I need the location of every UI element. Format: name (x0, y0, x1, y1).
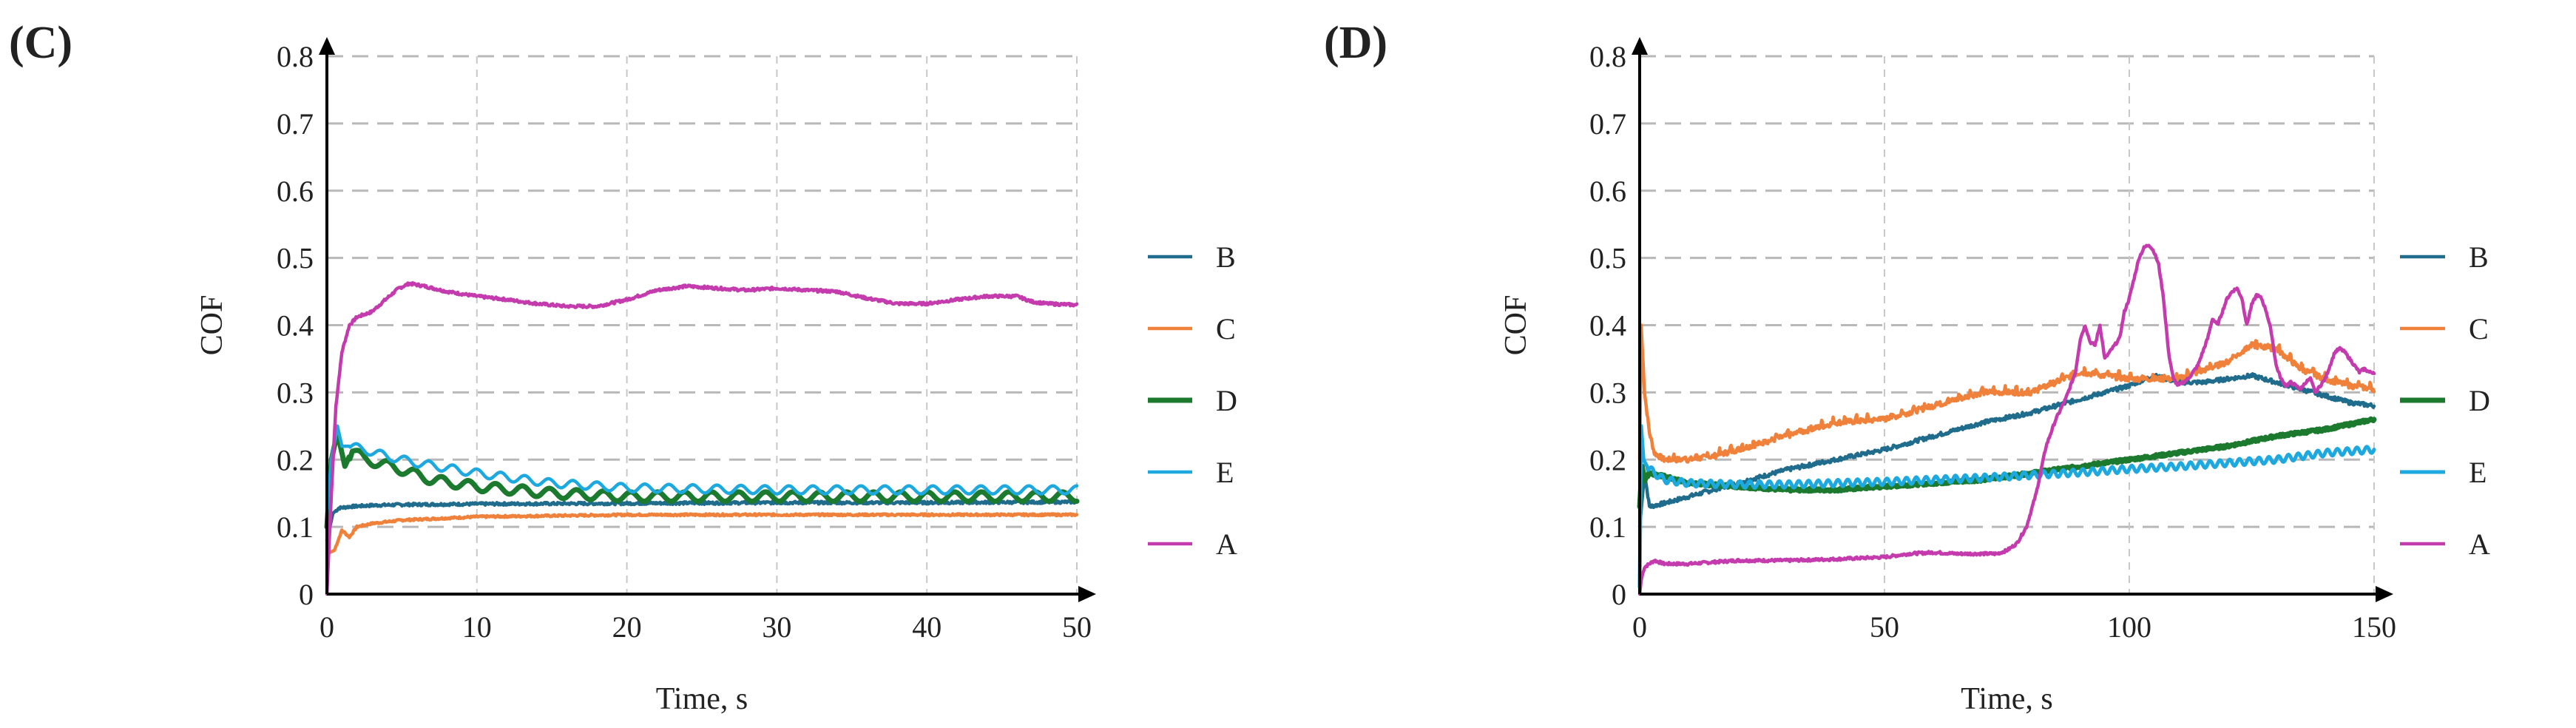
x-tick-label: 50 (1870, 610, 1899, 644)
legend-label-c: C (1216, 312, 1236, 346)
legend-label-c: C (2469, 312, 2489, 346)
x-axis-arrow-icon (2376, 586, 2393, 602)
y-axis-arrow-icon (1632, 37, 1648, 55)
series-line-b (325, 499, 1079, 542)
y-tick-label: 0.6 (277, 175, 314, 208)
legend-label-b: B (2469, 240, 2489, 274)
series-line-b (1637, 372, 2376, 529)
y-axis-arrow-icon (319, 37, 335, 55)
x-tick-label: 40 (912, 610, 942, 644)
legend: B C D E A (2400, 240, 2490, 561)
x-axis-title: Time, s (1961, 682, 2053, 716)
y-tick-label: 0.1 (277, 510, 314, 544)
legend-label-d: D (2469, 384, 2490, 417)
chart-panel-c: (C) 0 0.1 0.2 0.3 0.4 0.5 0.6 0.7 0.8 0 10 20 30 40 50 T… (9, 18, 1237, 716)
series-line-c (1637, 323, 2376, 464)
x-axis-arrow-icon (1078, 586, 1096, 602)
y-tick-label: 0.4 (1589, 309, 1626, 343)
series-line-c (325, 512, 1079, 556)
y-tick-label: 0.2 (1589, 443, 1626, 476)
y-tick-label: 0.6 (1589, 175, 1626, 208)
legend-label-d: D (1216, 384, 1237, 417)
series-line-e (1637, 424, 2376, 590)
y-tick-label: 0.7 (1589, 107, 1626, 141)
x-axis-title: Time, s (656, 682, 748, 716)
x-tick-label: 50 (1062, 610, 1092, 644)
y-tick-label: 0.7 (277, 107, 314, 141)
y-tick-label: 0.3 (1589, 376, 1626, 409)
y-tick-label: 0.3 (277, 376, 314, 409)
x-tick-label: 0 (320, 610, 334, 644)
y-tick-label: 0.2 (277, 443, 314, 476)
y-tick-label: 0.5 (1589, 242, 1626, 275)
y-axis-title: COF (1499, 295, 1533, 356)
panel-label: (C) (9, 18, 72, 68)
legend-label-a: A (1216, 528, 1237, 561)
series-line-a (325, 280, 1079, 596)
x-tick-label: 0 (1632, 610, 1647, 644)
series-line-e (325, 424, 1079, 516)
y-tick-label: 0.4 (277, 309, 314, 343)
y-tick-label: 0 (1612, 578, 1626, 611)
x-tick-label: 150 (2352, 610, 2396, 644)
y-tick-label: 0.8 (1589, 40, 1626, 73)
legend-label-a: A (2469, 528, 2490, 561)
x-tick-label: 100 (2107, 610, 2151, 644)
y-axis-title: COF (195, 295, 229, 356)
y-tick-label: 0.1 (1589, 510, 1626, 544)
legend: B C D E A (1148, 240, 1237, 561)
x-tick-label: 20 (612, 610, 642, 644)
legend-label-b: B (1216, 240, 1236, 274)
y-tick-label: 0.5 (277, 242, 314, 275)
x-tick-label: 30 (762, 610, 791, 644)
chart-panel-d: (D) 0 0.1 0.2 0.3 0.4 0.5 0.6 0.7 0.8 0 50 100 150 Tim… (1324, 18, 2490, 716)
y-tick-label: 0.8 (277, 40, 314, 73)
panel-label: (D) (1324, 18, 1387, 68)
y-tick-label: 0 (299, 578, 314, 611)
x-tick-label: 10 (462, 610, 492, 644)
series-line-d (324, 430, 1080, 530)
legend-label-e: E (2469, 456, 2487, 489)
series-line-a (1637, 243, 2376, 596)
legend-label-e: E (1216, 456, 1234, 489)
